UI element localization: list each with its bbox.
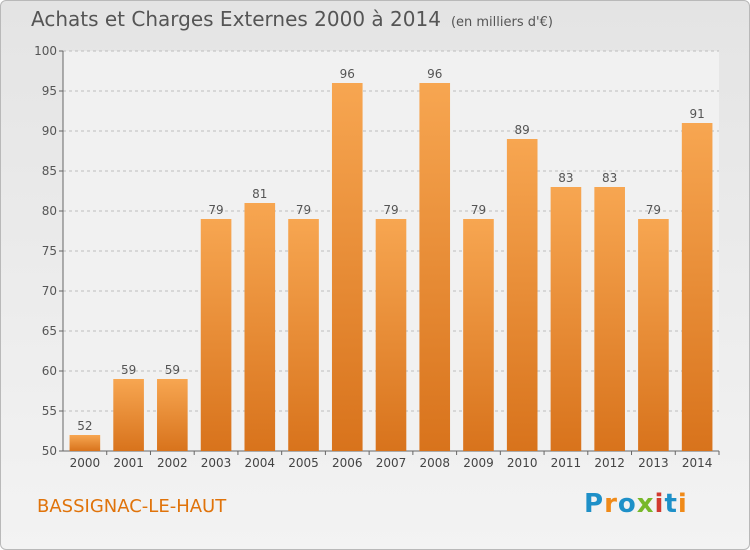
logo-letter: o (617, 489, 637, 519)
bar (288, 219, 319, 451)
data-label: 79 (383, 203, 398, 217)
bar (244, 203, 276, 451)
bar (69, 435, 101, 451)
x-tick-label: 2003 (201, 456, 232, 470)
data-label: 91 (689, 107, 704, 121)
data-label: 96 (427, 67, 442, 81)
x-tick-label: 2002 (157, 456, 188, 470)
data-label: 96 (340, 67, 355, 81)
x-tick-label: 2013 (638, 456, 669, 470)
x-tick-label: 2008 (419, 456, 450, 470)
y-tick-label: 90 (42, 124, 57, 138)
y-tick-label: 75 (42, 244, 57, 258)
y-tick-label: 65 (42, 324, 57, 338)
chart-title: Achats et Charges Externes 2000 à 2014 (e… (31, 7, 553, 31)
y-tick-label: 85 (42, 164, 57, 178)
place-name: BASSIGNAC-LE-HAUT (37, 496, 227, 517)
data-label: 79 (208, 203, 223, 217)
logo-letter: r (604, 489, 618, 519)
logo-letter: x (636, 489, 655, 519)
x-tick-label: 2014 (682, 456, 713, 470)
bar (419, 83, 451, 451)
x-tick-label: 2005 (288, 456, 319, 470)
bar (331, 83, 363, 451)
x-tick-label: 2007 (376, 456, 407, 470)
bar (550, 187, 582, 451)
y-tick-label: 60 (42, 364, 57, 378)
x-tick-label: 2006 (332, 456, 363, 470)
bar (681, 123, 713, 451)
y-tick-label: 80 (42, 204, 57, 218)
data-label: 59 (165, 363, 180, 377)
data-label: 83 (558, 171, 573, 185)
y-tick-label: 50 (42, 444, 57, 458)
bar (463, 219, 494, 451)
x-tick-label: 2012 (594, 456, 625, 470)
proxiti-logo: Proxiti (584, 489, 688, 519)
data-label: 59 (121, 363, 136, 377)
bar (638, 219, 669, 451)
logo-letter: t (664, 489, 678, 519)
x-tick-label: 2010 (507, 456, 538, 470)
data-label: 89 (515, 123, 530, 137)
data-label: 79 (296, 203, 311, 217)
bar (375, 219, 407, 451)
data-label: 83 (602, 171, 617, 185)
logo-letter: P (584, 489, 605, 519)
bar (200, 219, 232, 451)
bar (113, 379, 144, 451)
bar (594, 187, 625, 451)
bar (506, 139, 538, 451)
y-tick-label: 55 (42, 404, 57, 418)
data-label: 79 (646, 203, 661, 217)
unit-text: (en milliers d'€) (450, 15, 553, 30)
x-tick-label: 2000 (70, 456, 101, 470)
data-label: 52 (77, 419, 92, 433)
x-tick-label: 2011 (551, 456, 582, 470)
data-label: 81 (252, 187, 267, 201)
y-tick-label: 95 (42, 84, 57, 98)
x-tick-label: 2009 (463, 456, 494, 470)
logo-letter: i (677, 489, 688, 519)
y-tick-label: 100 (34, 44, 57, 58)
logo-letter: i (654, 489, 665, 519)
title-text: Achats et Charges Externes 2000 à 2014 (31, 7, 441, 31)
data-label: 79 (471, 203, 486, 217)
x-tick-label: 2004 (245, 456, 276, 470)
x-tick-label: 2001 (113, 456, 144, 470)
y-tick-label: 70 (42, 284, 57, 298)
bar (157, 379, 188, 451)
